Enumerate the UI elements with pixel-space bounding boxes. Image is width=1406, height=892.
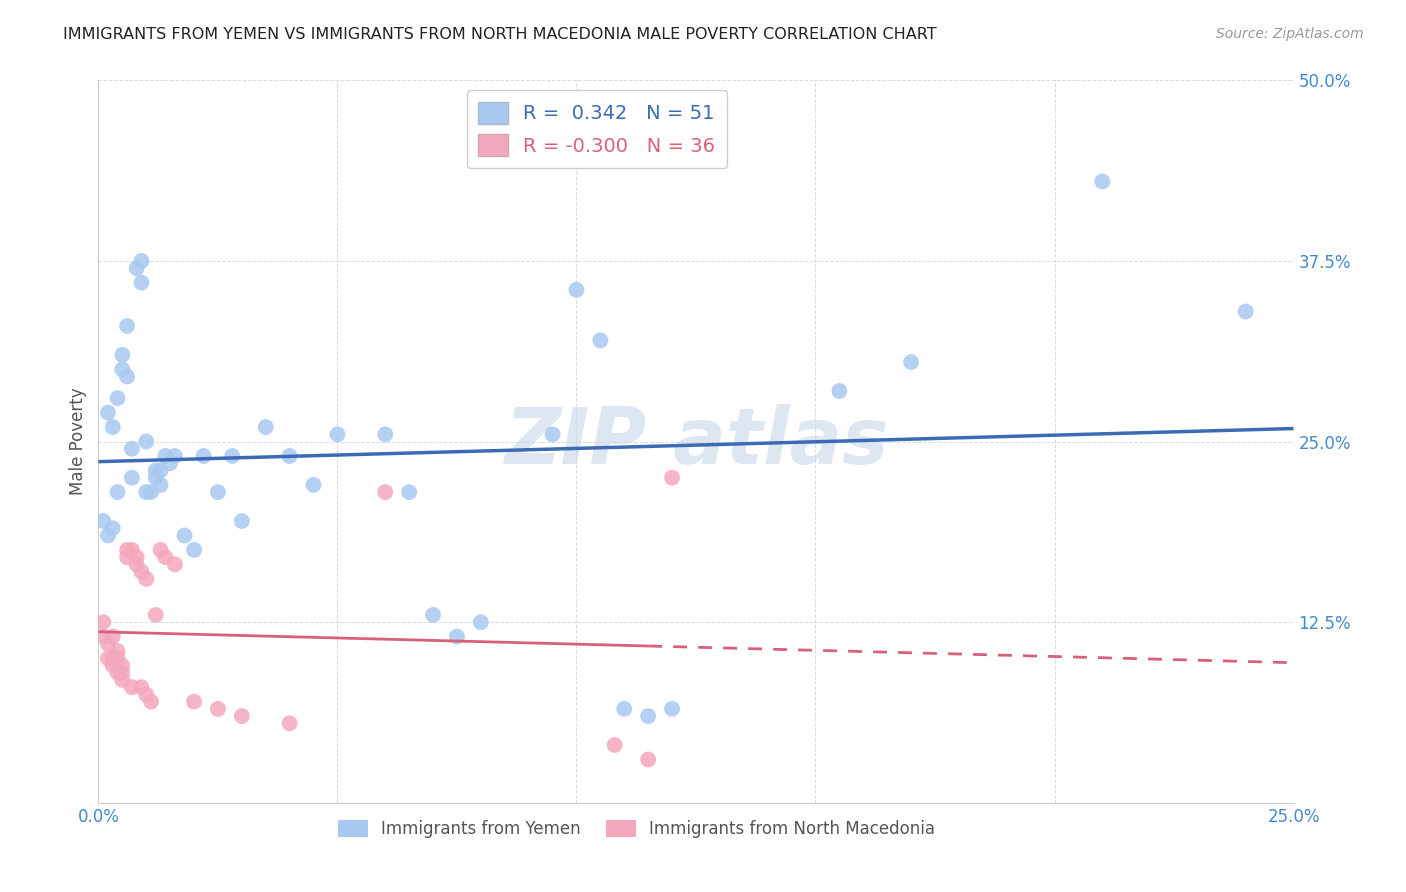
Point — [115, 542, 138, 557]
Point — [121, 542, 143, 557]
Point — [1091, 174, 1114, 188]
Point — [121, 680, 143, 694]
Point — [145, 470, 167, 484]
Point — [422, 607, 444, 622]
Point — [107, 644, 129, 658]
Point — [193, 449, 215, 463]
Point — [107, 485, 129, 500]
Point — [107, 651, 129, 665]
Point — [125, 550, 148, 565]
Point — [326, 427, 349, 442]
Point — [135, 485, 157, 500]
Point — [163, 558, 186, 572]
Point — [661, 702, 683, 716]
Point — [1234, 304, 1257, 318]
Point — [398, 485, 420, 500]
Point — [163, 449, 186, 463]
Point — [149, 478, 172, 492]
Point — [101, 420, 124, 434]
Point — [101, 521, 124, 535]
Text: ZIP atlas: ZIP atlas — [503, 403, 889, 480]
Point — [121, 470, 143, 484]
Point — [637, 709, 659, 723]
Point — [149, 542, 172, 557]
Point — [91, 514, 114, 528]
Point — [155, 449, 177, 463]
Point — [661, 470, 683, 484]
Point — [97, 651, 120, 665]
Point — [470, 615, 492, 630]
Point — [637, 752, 659, 766]
Point — [446, 630, 468, 644]
Point — [541, 427, 564, 442]
Point — [115, 369, 138, 384]
Point — [613, 702, 636, 716]
Y-axis label: Male Poverty: Male Poverty — [69, 388, 87, 495]
Point — [131, 276, 153, 290]
Point — [149, 463, 172, 477]
Point — [173, 528, 195, 542]
Point — [900, 355, 922, 369]
Point — [101, 651, 124, 665]
Point — [91, 630, 114, 644]
Point — [302, 478, 325, 492]
Point — [183, 695, 205, 709]
Point — [97, 637, 120, 651]
Point — [183, 542, 205, 557]
Point — [254, 420, 277, 434]
Point — [97, 528, 120, 542]
Point — [221, 449, 243, 463]
Point — [101, 658, 124, 673]
Point — [139, 695, 162, 709]
Legend: Immigrants from Yemen, Immigrants from North Macedonia: Immigrants from Yemen, Immigrants from N… — [330, 814, 942, 845]
Point — [565, 283, 588, 297]
Point — [135, 434, 157, 449]
Point — [135, 687, 157, 701]
Point — [207, 702, 229, 716]
Point — [231, 709, 253, 723]
Point — [131, 680, 153, 694]
Point — [111, 348, 134, 362]
Point — [111, 658, 134, 673]
Point — [107, 391, 129, 405]
Point — [97, 406, 120, 420]
Point — [589, 334, 612, 348]
Text: Source: ZipAtlas.com: Source: ZipAtlas.com — [1216, 27, 1364, 41]
Point — [159, 456, 181, 470]
Point — [115, 550, 138, 565]
Point — [135, 572, 157, 586]
Point — [107, 665, 129, 680]
Point — [131, 565, 153, 579]
Point — [139, 485, 162, 500]
Text: IMMIGRANTS FROM YEMEN VS IMMIGRANTS FROM NORTH MACEDONIA MALE POVERTY CORRELATIO: IMMIGRANTS FROM YEMEN VS IMMIGRANTS FROM… — [63, 27, 936, 42]
Point — [278, 716, 301, 731]
Point — [125, 261, 148, 276]
Point — [115, 318, 138, 333]
Point — [155, 550, 177, 565]
Point — [111, 673, 134, 687]
Point — [125, 558, 148, 572]
Point — [145, 463, 167, 477]
Point — [131, 253, 153, 268]
Point — [374, 427, 396, 442]
Point — [111, 362, 134, 376]
Point — [91, 615, 114, 630]
Point — [101, 630, 124, 644]
Point — [207, 485, 229, 500]
Point — [828, 384, 851, 398]
Point — [603, 738, 626, 752]
Point — [111, 665, 134, 680]
Point — [145, 607, 167, 622]
Point — [121, 442, 143, 456]
Point — [278, 449, 301, 463]
Point — [231, 514, 253, 528]
Point — [374, 485, 396, 500]
